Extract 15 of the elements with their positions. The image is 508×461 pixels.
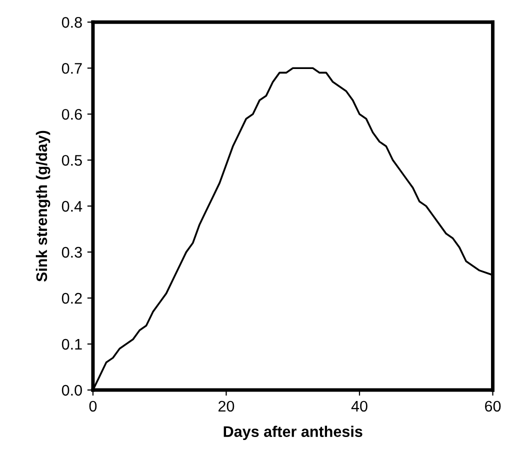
- x-tick-label: 0: [89, 400, 97, 412]
- y-tick-label: 0.2: [62, 292, 82, 304]
- x-tick-label: 20: [218, 400, 234, 412]
- y-tick-label: 0.6: [62, 108, 82, 120]
- y-tick-label: 0.8: [62, 16, 82, 28]
- y-tick-label: 0.5: [62, 154, 82, 166]
- y-tick-label: 0.0: [62, 384, 82, 396]
- y-axis-title: Sink strength (g/day): [36, 130, 50, 282]
- y-tick-label: 0.4: [62, 200, 82, 212]
- x-tick-label: 40: [351, 400, 368, 412]
- x-tick-label: 60: [485, 400, 501, 412]
- y-tick-label: 0.7: [62, 62, 82, 74]
- y-tick-label: 0.1: [62, 338, 82, 350]
- y-tick-label: 0.3: [62, 246, 82, 258]
- x-axis-title: Days after anthesis: [224, 426, 362, 440]
